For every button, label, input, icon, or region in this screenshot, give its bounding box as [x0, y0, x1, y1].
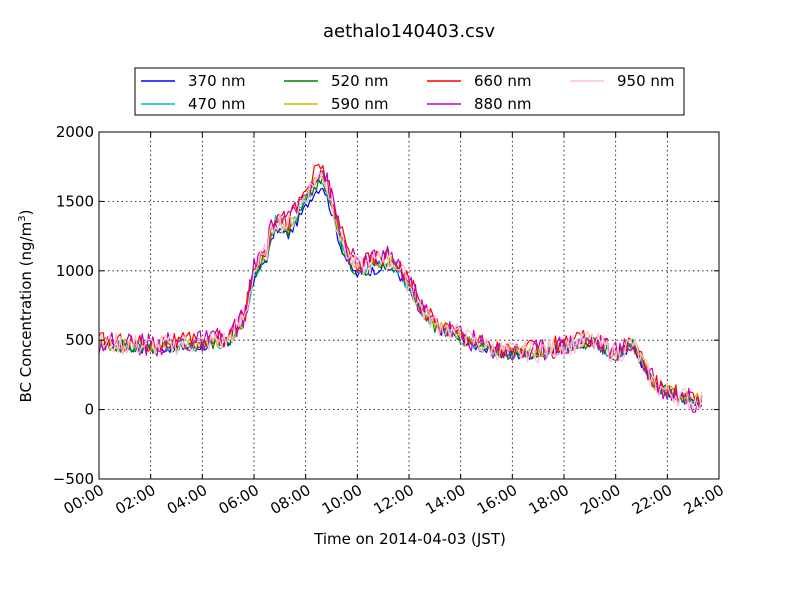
y-tick-label: 0: [84, 401, 94, 419]
y-axis-label-sup: 3: [17, 215, 28, 221]
legend-label: 950 nm: [617, 72, 675, 90]
x-axis-label: Time on 2014-04-03 (JST): [313, 530, 506, 548]
legend-label: 590 nm: [331, 95, 389, 113]
series-line-950-nm: [98, 172, 703, 410]
x-tick-label: 12:00: [371, 481, 417, 518]
legend: 370 nm 470 nm 520 nm 590 nm 660 nm 880 nm 950 …: [134, 67, 685, 116]
y-axis-label-main: BC Concentration (ng/m: [17, 222, 35, 403]
x-tick-label: 16:00: [474, 481, 520, 518]
legend-box: [134, 67, 685, 116]
y-tick-label: 2000: [56, 123, 94, 141]
legend-label: 470 nm: [188, 95, 246, 113]
series-group: [98, 163, 703, 413]
legend-label: 520 nm: [331, 72, 389, 90]
series-line-880-nm: [98, 170, 703, 413]
x-tick-label: 14:00: [422, 481, 468, 518]
y-axis-label-end: ): [17, 210, 35, 216]
y-tick-label: 500: [65, 331, 94, 349]
y-axis-label: BC Concentration (ng/m3): [17, 210, 35, 403]
legend-label: 370 nm: [188, 72, 246, 90]
legend-label: 880 nm: [474, 95, 532, 113]
series-line-590-nm: [98, 170, 703, 406]
series-line-470-nm: [98, 179, 703, 407]
y-tick-label: 1000: [56, 262, 94, 280]
x-tick-label: 20:00: [577, 481, 623, 518]
x-tick-label: 04:00: [164, 481, 210, 518]
x-ticks: 00:00 02:00 04:00 06:00 08:00 10:00 12:00 14:00…: [61, 132, 727, 518]
x-tick-label: 08:00: [267, 481, 313, 518]
x-tick-label: 10:00: [319, 481, 365, 518]
y-tick-label: −500: [53, 470, 94, 488]
series-line-370-nm: [98, 187, 702, 407]
x-tick-label: 24:00: [681, 481, 727, 518]
x-tick-label: 06:00: [216, 481, 262, 518]
y-ticks: 2000 1500 1000 500 0 −500: [53, 123, 719, 488]
plot-frame: [98, 131, 720, 480]
series-line-660-nm: [98, 163, 703, 407]
x-tick-label: 02:00: [112, 481, 158, 518]
x-tick-label: 22:00: [629, 481, 675, 518]
y-tick-label: 1500: [56, 192, 94, 210]
legend-label: 660 nm: [474, 72, 532, 90]
grid: [99, 132, 719, 479]
x-tick-label: 18:00: [526, 481, 572, 518]
chart-title: aethalo140403.csv: [323, 21, 495, 42]
series-line-520-nm: [98, 175, 703, 405]
